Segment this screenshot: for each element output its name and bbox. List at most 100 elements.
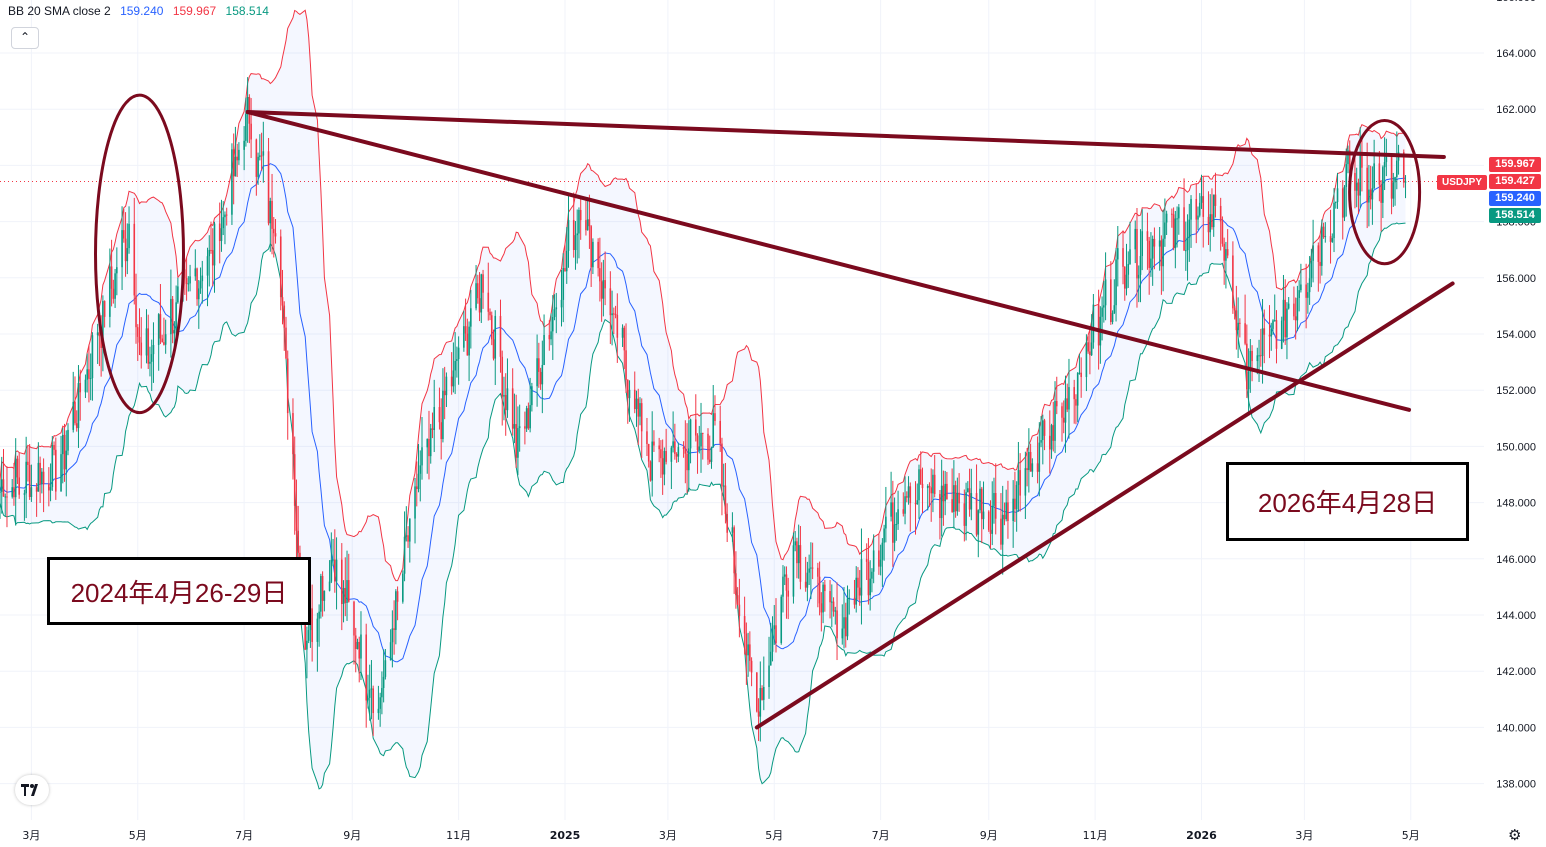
candle-body [1075, 399, 1077, 406]
candle-body [147, 328, 150, 364]
candle-body [1329, 236, 1332, 242]
candle-body [944, 483, 946, 502]
candle-body [1402, 152, 1405, 183]
annotation-box-2024[interactable]: 2024年4月26-29日 [47, 557, 311, 625]
candle-body [905, 496, 908, 498]
candle-body [707, 433, 709, 460]
candle-body [841, 628, 844, 639]
gear-icon[interactable]: ⚙ [1508, 826, 1522, 844]
candle-body [1270, 328, 1273, 337]
candle-body [1043, 420, 1046, 436]
candle-body [613, 313, 615, 315]
candle-body [145, 328, 148, 356]
candle-body [340, 559, 343, 605]
candle-body [1164, 222, 1166, 239]
candle-body [177, 286, 179, 303]
candle-body [1312, 245, 1314, 261]
candle-body [975, 493, 978, 535]
candle-body [722, 485, 725, 487]
candle-body [187, 283, 190, 285]
candle-body [1068, 387, 1070, 410]
price-tag-basis: 159.240 [1489, 191, 1541, 206]
candle-body [1153, 238, 1156, 247]
candle-body [831, 601, 833, 603]
candle-body [279, 236, 282, 298]
candle-body [393, 628, 395, 630]
candle-body [391, 628, 394, 643]
candle-body [1366, 167, 1368, 203]
annotation-text-2024: 2024年4月26-29日 [70, 577, 288, 608]
candle-body [1141, 231, 1144, 257]
candle-body [1219, 205, 1222, 222]
candle-body [980, 488, 983, 520]
candle-body [1026, 468, 1028, 471]
candle-body [562, 268, 565, 300]
candle-body [403, 536, 406, 574]
candle-body [1331, 238, 1334, 242]
indicator-legend[interactable]: BB 20 SMA close 2 159.240 159.967 158.51… [8, 4, 275, 18]
candle-body [1031, 463, 1034, 472]
candle-body [1000, 518, 1002, 545]
candle-body [1104, 279, 1107, 306]
candle-body [653, 441, 655, 446]
x-tick-label: 11月 [1083, 829, 1108, 842]
candle-body [286, 358, 289, 414]
candle-body [86, 369, 88, 380]
candle-body [879, 559, 882, 567]
candle-body [490, 315, 493, 340]
candle-body [524, 426, 526, 429]
candle-body [463, 326, 465, 348]
x-tick-label: 5月 [1402, 829, 1420, 842]
candle-body [353, 601, 355, 636]
candle-body [443, 390, 446, 396]
candle-body [11, 487, 14, 497]
candle-body [121, 230, 123, 268]
candle-body [954, 485, 957, 512]
candle-body [220, 228, 223, 242]
candle-body [1127, 263, 1130, 275]
candle-body [714, 413, 716, 421]
annotation-box-2026[interactable]: 2026年4月28日 [1226, 462, 1469, 541]
candle-body [1259, 355, 1262, 357]
candle-body [1404, 181, 1407, 183]
candle-body [28, 464, 31, 497]
candle-body [75, 423, 78, 429]
candle-body [637, 398, 640, 417]
candle-body [1064, 398, 1067, 423]
candle-body [457, 347, 460, 360]
chevron-up-icon: ⌃ [19, 30, 31, 44]
candle-body [1050, 425, 1053, 450]
candle-body [1221, 221, 1224, 244]
candle-body [53, 445, 55, 450]
tradingview-logo-icon[interactable] [15, 775, 49, 805]
candle-body [1287, 303, 1290, 309]
candle-body [1232, 255, 1234, 309]
candle-body [1146, 231, 1149, 241]
candle-body [1368, 189, 1370, 203]
candle-body [98, 332, 101, 337]
candle-body [259, 155, 261, 157]
y-tick-label: 152.000 [1496, 385, 1536, 397]
candle-body [543, 335, 545, 366]
candle-body [1092, 304, 1095, 343]
candle-body [885, 516, 887, 529]
collapse-legend-button[interactable]: ⌃ [11, 27, 39, 49]
price-tag-lower: 158.514 [1489, 208, 1541, 223]
candle-body [1308, 278, 1311, 293]
candle-body [921, 483, 924, 489]
candle-body [6, 496, 8, 498]
candle-body [1282, 299, 1285, 321]
candle-body [511, 388, 514, 429]
candle-body [1390, 153, 1393, 199]
candles [0, 77, 1407, 742]
candle-body [719, 420, 722, 444]
y-tick-label: 148.000 [1496, 498, 1536, 510]
candle-body [283, 305, 286, 328]
candle-body [395, 591, 397, 630]
y-tick-label: 138.000 [1496, 779, 1536, 791]
candle-body [846, 598, 849, 637]
candle-body [18, 477, 20, 495]
candle-body [123, 230, 125, 239]
candle-body [475, 283, 477, 309]
